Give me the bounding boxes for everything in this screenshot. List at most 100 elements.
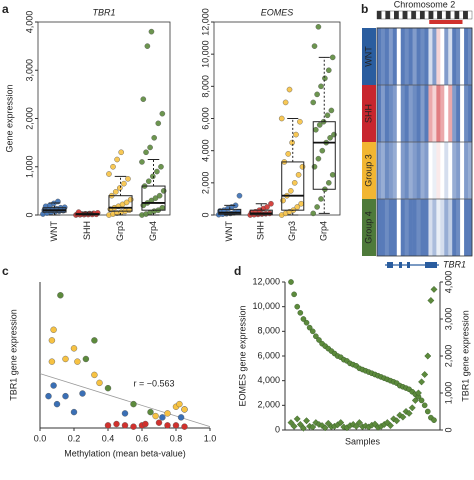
- ideogram-band: [381, 10, 386, 20]
- group-label: Group 3: [363, 154, 373, 187]
- group-bar: [362, 142, 376, 199]
- heatmap-cell: [400, 85, 406, 142]
- data-point: [294, 204, 301, 210]
- data-point: [349, 420, 357, 428]
- data-point: [236, 192, 243, 199]
- group-label: WNT: [363, 46, 373, 67]
- y-tick-label: 2,000: [24, 107, 34, 130]
- ideogram-band: [376, 10, 382, 20]
- data-point: [315, 155, 322, 162]
- data-point: [291, 180, 298, 186]
- heatmap-cell: [432, 85, 437, 142]
- box: [312, 121, 336, 190]
- group-bar: [362, 85, 376, 142]
- heatmap-cell: [464, 142, 469, 199]
- data-point: [156, 192, 163, 199]
- x-axis-title: Methylation (mean beta-value): [64, 448, 186, 458]
- heatmap-cell: [448, 142, 453, 199]
- heatmap-cell: [440, 142, 445, 199]
- data-point: [45, 392, 52, 400]
- data-point: [431, 417, 437, 423]
- data-point: [327, 134, 333, 141]
- chart-title: Chromosome 2: [394, 0, 456, 9]
- heatmap-cell: [412, 28, 417, 85]
- x-tick-label: SHH: [82, 221, 92, 240]
- ideogram-band: [385, 10, 391, 20]
- box: [281, 161, 305, 211]
- y2-tick-label: 2,000: [443, 345, 453, 368]
- heatmap-cell: [412, 199, 417, 256]
- panel-label: d: [234, 264, 241, 278]
- trend-line: [39, 373, 211, 428]
- ideogram-band: [415, 10, 421, 20]
- data-point: [155, 120, 162, 127]
- exon: [387, 262, 393, 268]
- data-point: [310, 99, 317, 106]
- y-tick-label: 6,000: [257, 350, 280, 360]
- heatmap-cell: [420, 142, 425, 199]
- y2-tick-label: 4,000: [443, 271, 453, 294]
- y-tick-label: 6,000: [200, 107, 210, 130]
- data-point: [355, 419, 363, 427]
- heatmap-cell: [392, 199, 398, 256]
- heatmap-cell: [448, 85, 453, 142]
- y-tick-label: 4,000: [200, 139, 210, 162]
- data-point: [421, 371, 429, 378]
- heatmap-cell: [468, 85, 473, 142]
- data-point: [147, 144, 153, 151]
- data-point: [110, 163, 116, 170]
- heatmap-cell: [436, 199, 441, 256]
- data-point: [159, 204, 166, 211]
- x-tick-label: Grp3: [115, 221, 125, 241]
- ideogram-band: [407, 10, 412, 20]
- data-point: [290, 422, 298, 430]
- data-point: [159, 110, 166, 117]
- group-label: Group 4: [363, 211, 373, 244]
- data-point: [70, 345, 78, 352]
- ideogram-band: [467, 10, 473, 20]
- heatmap-cell: [392, 28, 398, 85]
- data-point: [297, 118, 303, 125]
- gene-label: TBR1: [443, 259, 466, 269]
- heatmap-cell: [436, 28, 441, 85]
- data-point: [408, 404, 416, 412]
- panel-label: c: [2, 264, 9, 278]
- heatmap-cell: [400, 199, 406, 256]
- data-point: [113, 420, 120, 428]
- heatmap-cell: [424, 142, 429, 199]
- data-point: [322, 75, 328, 82]
- data-point: [314, 91, 320, 98]
- heatmap-cell: [428, 142, 433, 199]
- ideogram-band: [458, 10, 464, 20]
- data-point: [287, 419, 295, 427]
- heatmap-cell: [464, 85, 469, 142]
- data-point: [152, 195, 159, 201]
- x-tick-label: 0.6: [136, 433, 149, 443]
- heatmap-cell: [448, 199, 453, 256]
- data-point: [318, 83, 324, 90]
- y-axis-title: Gene expression: [4, 84, 14, 152]
- y-axis-title: EOMES gene expression: [237, 305, 247, 406]
- heatmap-cell: [460, 142, 465, 199]
- data-point: [314, 204, 320, 210]
- ideogram-band: [450, 10, 455, 20]
- heatmap-cell: [408, 199, 413, 256]
- data-point: [399, 413, 407, 421]
- data-point: [337, 419, 345, 427]
- group-bar: [362, 28, 376, 85]
- heatmap-cell: [432, 28, 437, 85]
- heatmap-cell: [464, 199, 469, 256]
- y-tick-label: 12,000: [200, 8, 210, 36]
- data-point: [352, 422, 360, 430]
- x-tick-label: Grp4: [148, 221, 158, 241]
- ideogram-band: [454, 10, 460, 20]
- heatmap-cell: [424, 85, 429, 142]
- ideogram-band: [394, 10, 399, 20]
- data-point: [390, 415, 398, 423]
- data-point: [329, 171, 336, 178]
- data-point: [430, 285, 438, 293]
- data-point: [405, 409, 413, 417]
- y-tick-label: 0: [275, 424, 280, 434]
- data-point: [288, 188, 294, 194]
- data-point: [311, 43, 318, 49]
